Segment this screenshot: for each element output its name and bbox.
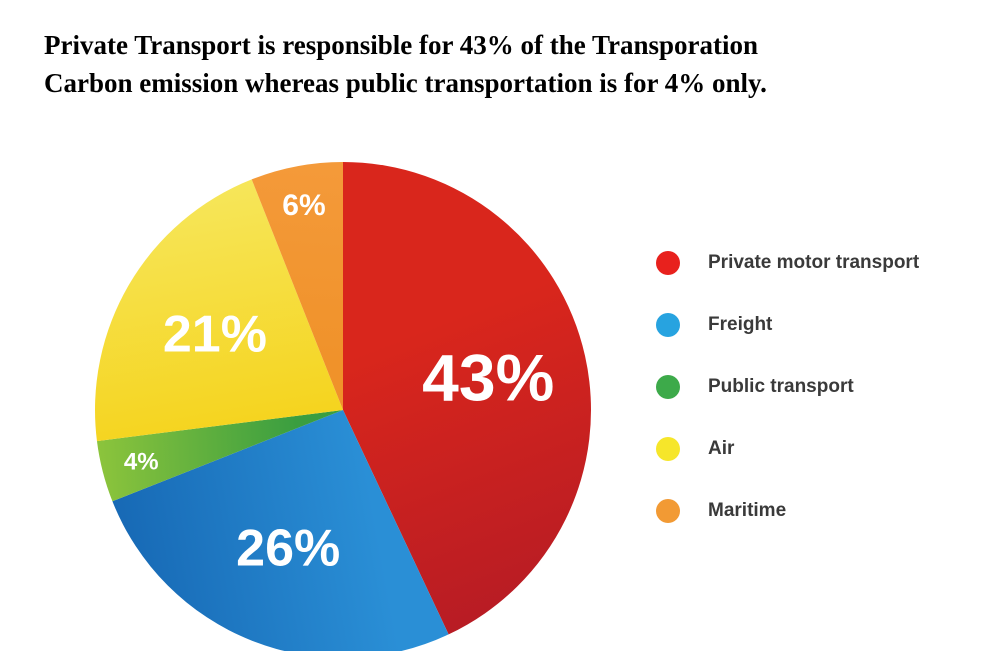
pie-labels: 43% 26% 4% 21% 6% — [124, 189, 554, 577]
legend-swatch — [656, 375, 680, 399]
legend-swatch — [656, 313, 680, 337]
slice-label-private-motor-transport: 43% — [422, 341, 554, 415]
pie-slice-maritime — [251, 162, 343, 410]
pie-slice-private-motor-transport — [343, 162, 591, 635]
legend: Private motor transport Freight Public tra… — [656, 244, 919, 554]
legend-item-public-transport: Public transport — [656, 368, 919, 406]
slice-label-public-transport: 4% — [124, 448, 159, 475]
legend-item-maritime: Maritime — [656, 492, 919, 530]
heading: Private Transport is responsible for 43%… — [44, 26, 944, 102]
legend-label: Air — [708, 438, 735, 459]
heading-line-2: Carbon emission whereas public transport… — [44, 68, 767, 98]
legend-swatch — [656, 499, 680, 523]
legend-label: Maritime — [708, 500, 787, 521]
legend-swatch — [656, 251, 680, 275]
pie-slice-public-transport — [96, 410, 343, 502]
legend-label: Private motor transport — [708, 252, 920, 273]
legend-swatch — [656, 437, 680, 461]
pie-slice-freight — [112, 410, 449, 651]
pie-chart: 43% 26% 4% 21% 6% — [94, 162, 591, 651]
legend-label: Freight — [708, 314, 773, 335]
slice-label-freight: 26% — [236, 519, 340, 577]
slice-label-maritime: 6% — [282, 189, 325, 222]
pie-slice-air — [94, 179, 343, 442]
legend-label: Public transport — [708, 376, 854, 397]
legend-item-private-motor-transport: Private motor transport — [656, 244, 919, 282]
heading-line-1: Private Transport is responsible for 43%… — [44, 30, 759, 60]
legend-item-air: Air — [656, 430, 919, 468]
legend-item-freight: Freight — [656, 306, 919, 344]
slice-label-air: 21% — [163, 305, 267, 363]
pie-slices — [94, 162, 591, 651]
